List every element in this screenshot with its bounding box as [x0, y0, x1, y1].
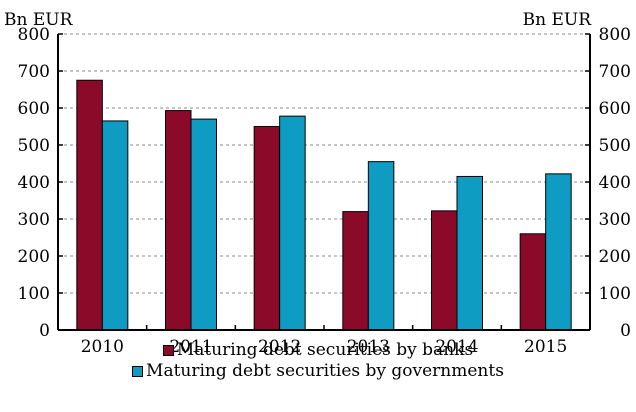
bar-governments-2012 [279, 115, 306, 331]
y-tick-label-right: 0 [620, 321, 631, 341]
bars [76, 79, 572, 331]
y-tick-label-left: 200 [18, 247, 50, 267]
axes [57, 33, 591, 331]
legend-swatch-governments [132, 365, 144, 377]
bar-banks-2013 [342, 211, 369, 331]
bar-governments-2010 [101, 120, 129, 331]
y-tick-label-right: 200 [599, 247, 631, 267]
y-tick-label-right: 100 [599, 284, 631, 304]
y-tick-label-left: 500 [18, 136, 50, 156]
legend-banks: Maturing debt securities by banks [0, 340, 636, 361]
bar-banks-2014 [431, 210, 458, 331]
bar-banks-2012 [253, 126, 281, 331]
x-tick-label: 2010 [81, 337, 124, 357]
bar-governments-2015 [545, 173, 572, 331]
legend-swatch-banks [162, 344, 174, 356]
y-tick-label-left: 700 [18, 62, 50, 82]
bar-governments-2011 [190, 118, 217, 331]
bar-governments-2013 [367, 161, 395, 331]
x-tick-label: 2014 [435, 337, 478, 357]
tick-labels: 0 0 100 100 200 200 300 300 400 400 500 500 600 600 70… [18, 25, 631, 357]
bar-banks-2011 [165, 110, 192, 331]
x-tick-label: 2012 [258, 337, 301, 357]
y-tick-label-right: 700 [599, 62, 631, 82]
bar-banks-2015 [519, 233, 547, 331]
y-tick-label-left: 0 [39, 321, 50, 341]
left-axis-unit-label: Bn EUR [4, 10, 74, 30]
legend-governments: Maturing debt securities by governments [0, 361, 636, 382]
y-tick-label-left: 100 [18, 284, 50, 304]
legend-label-banks: Maturing debt securities by banks [176, 340, 474, 360]
x-tick-label: 2011 [169, 337, 212, 357]
y-tick-label-right: 400 [599, 173, 631, 193]
y-tick-label-left: 600 [18, 99, 50, 119]
y-tick-label-right: 800 [599, 25, 631, 45]
y-tick-label-left: 800 [18, 25, 50, 45]
x-tick-label: 2015 [524, 337, 567, 357]
gridlines [58, 33, 590, 294]
y-tick-label-left: 300 [18, 210, 50, 230]
right-axis-unit-label: Bn EUR [523, 10, 593, 30]
bar-banks-2010 [76, 79, 103, 331]
y-tick-label-left: 400 [18, 173, 50, 193]
legend-label-governments: Maturing debt securities by governments [146, 361, 504, 381]
y-tick-label-right: 300 [599, 210, 631, 230]
x-tick-label: 2013 [347, 337, 390, 357]
bar-governments-2014 [456, 175, 483, 331]
y-tick-label-right: 600 [599, 99, 631, 119]
y-tick-label-right: 500 [599, 136, 631, 156]
